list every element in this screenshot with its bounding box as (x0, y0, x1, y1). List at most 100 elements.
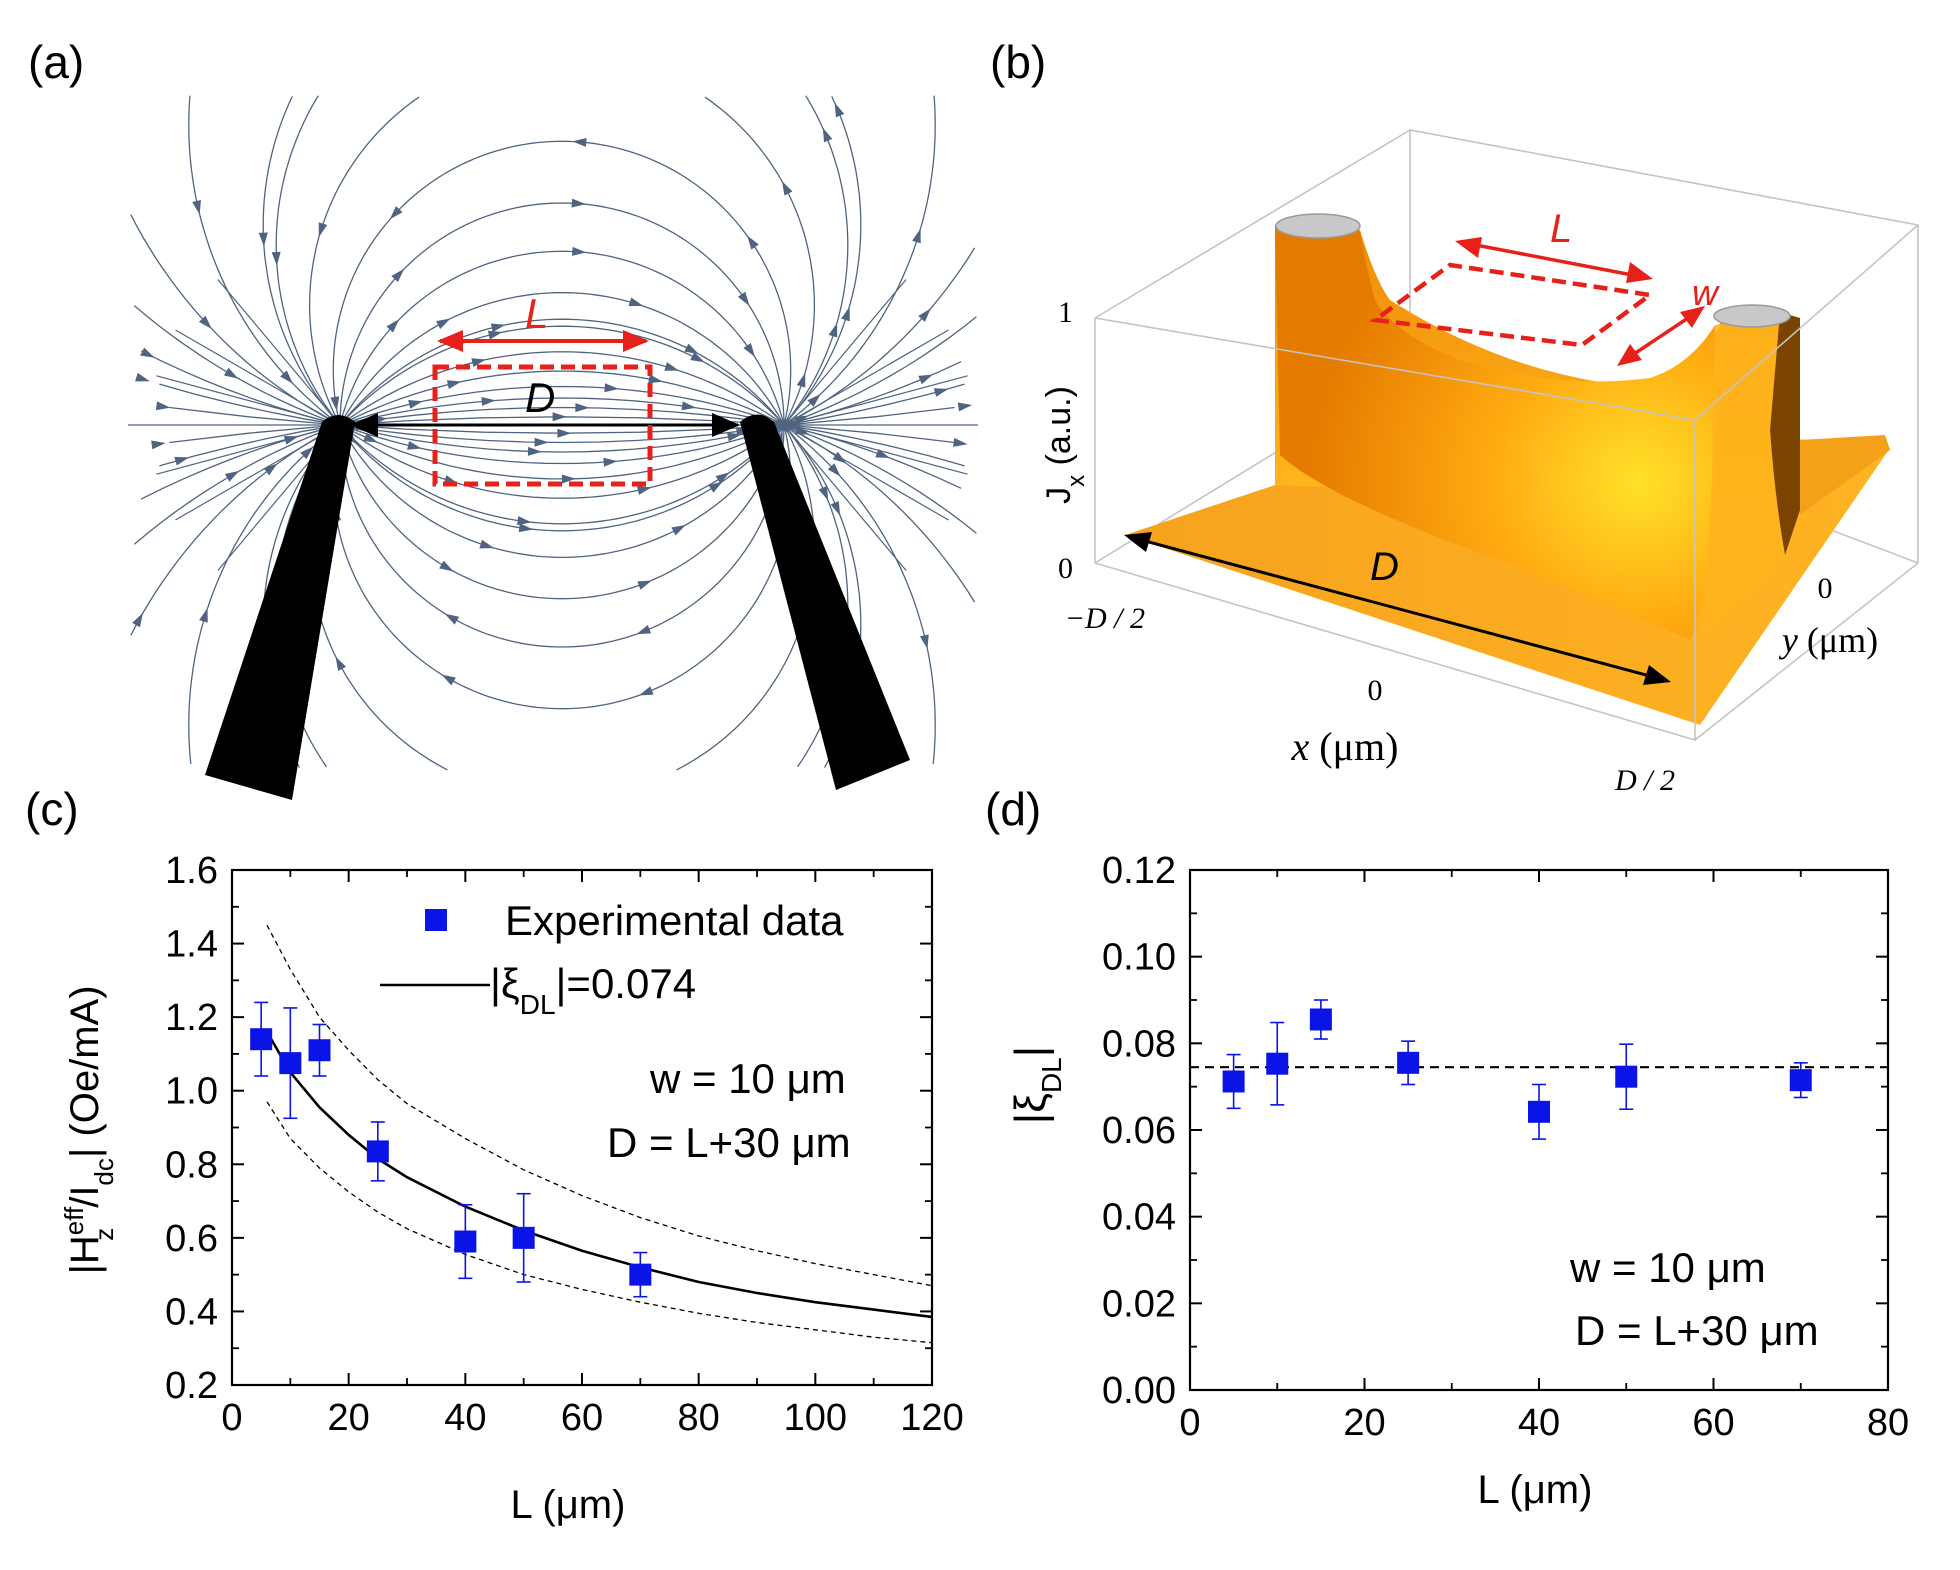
l-arrow-head-right (1626, 262, 1653, 283)
streamline-arrow-icon (715, 472, 730, 484)
streamline-arrow-icon (933, 388, 949, 397)
streamline-arrow-icon (552, 412, 567, 422)
streamline-arrow-icon (258, 232, 268, 247)
y-tick-label: 1.0 (165, 1071, 218, 1113)
streamline-arrow-icon (603, 457, 618, 467)
streamline-arrow-icon (198, 315, 212, 330)
chart-c-legend: Experimental data |ξDL|=0.074 (380, 897, 844, 1020)
upper-bound-line (266, 924, 933, 1287)
streamline-arrow-icon (155, 401, 171, 411)
streamline-arrow-icon (408, 399, 423, 409)
legend-fit-post: |=0.074 (556, 960, 697, 1007)
x-tick-label: 100 (784, 1397, 847, 1439)
data-point (279, 1052, 302, 1075)
streamline-arrow-icon (490, 323, 506, 333)
streamline-arrow-icon (444, 613, 460, 625)
streamline-arrow-icon (318, 222, 328, 238)
l-arrow-left-head (437, 330, 463, 352)
data-point (308, 1039, 331, 1062)
streamline (175, 329, 341, 426)
legend-fit-sub: DL (520, 989, 556, 1020)
y-tick-label: 0.6 (165, 1218, 218, 1260)
streamline (159, 383, 965, 444)
x-tick-label: 20 (328, 1397, 370, 1439)
streamline (130, 214, 976, 480)
data-point (366, 1140, 389, 1163)
y-tick-label: 0.02 (1102, 1283, 1176, 1325)
streamline-arrow-icon (517, 516, 532, 526)
annotation-d: D = L+30 μm (1575, 1307, 1819, 1354)
svg-text:Jx (a.u.): Jx (a.u.) (1040, 386, 1090, 504)
streamline-arrow-icon (684, 343, 699, 354)
streamline (175, 424, 341, 521)
x-tick-mid: 0 (1368, 674, 1383, 707)
y-axis-label-var: y (1779, 620, 1798, 660)
streamline-arrow-icon (140, 347, 155, 358)
x-tick-left: −D / 2 (1065, 602, 1145, 635)
streamline-arrow-icon (830, 501, 841, 516)
x-tick-label: 40 (444, 1397, 486, 1439)
data-point (1222, 1070, 1245, 1093)
x-tick-label: 60 (561, 1397, 603, 1439)
streamline (188, 351, 936, 765)
x-tick-label: 0 (221, 1397, 242, 1439)
panel-a-field-lines: (a) D L (28, 36, 978, 800)
c-y-axis-label: |Heffz/Idc| (Oe/mA) (59, 985, 119, 1274)
d-arrow (1129, 535, 1666, 682)
streamline-arrow-icon (518, 523, 534, 533)
streamline-arrow-icon (223, 367, 239, 379)
z-axis-label: Jx (a.u.) (1040, 386, 1090, 504)
d-label: D (1370, 545, 1399, 589)
z-axis-label-sub: x (1063, 475, 1090, 487)
streamline-arrow-icon (796, 372, 806, 388)
d-arrow-right-head (712, 413, 740, 437)
streamline-arrow-icon (841, 306, 850, 322)
streamline-arrow-icon (827, 463, 841, 477)
annotation-w: w = 10 μm (649, 1055, 846, 1102)
streamline-arrow-icon (727, 432, 742, 442)
streamline-arrow-icon (487, 330, 503, 340)
w-label: w (1692, 272, 1720, 313)
lw-region-box (1369, 262, 1656, 348)
streamline (783, 424, 907, 571)
streamline-arrow-icon (575, 403, 590, 413)
streamline-arrow-icon (527, 446, 542, 456)
data-point (1615, 1065, 1638, 1088)
surface-front-face (1275, 224, 1718, 641)
streamline-arrow-icon (747, 235, 759, 250)
streamline-arrow-icon (439, 560, 454, 572)
x-tick-label: 20 (1343, 1402, 1385, 1444)
streamline (783, 375, 968, 426)
l-arrow-head-left (1455, 237, 1482, 258)
y-tick-mid: 0 (1818, 572, 1833, 605)
streamline-arrow-icon (151, 440, 166, 450)
y-tick-label: 1.6 (165, 850, 218, 892)
z-axis-label-symbol: J (1040, 487, 1078, 504)
d-arrow-head-left (1124, 532, 1152, 552)
streamline-arrow-icon (822, 127, 833, 143)
streamline-arrow-icon (300, 446, 314, 460)
panel-c-label: (c) (25, 783, 79, 835)
streamline-arrow-icon (953, 437, 968, 447)
streamline-arrow-icon (572, 137, 587, 147)
streamline-arrow-icon (671, 524, 686, 536)
chart-d-plot-area: 0 20 40 60 80 0.00 0.02 0.04 0.06 0.08 0.10 0.12 (1102, 850, 1909, 1444)
streamline-arrow-icon (918, 374, 933, 385)
streamline-arrow-icon (280, 370, 293, 384)
streamline (783, 424, 949, 521)
legend-fit-pre: |ξ (490, 960, 520, 1007)
l-arrow (1459, 240, 1649, 280)
streamline-arrow-icon (283, 436, 299, 445)
streamline-arrow-icon (174, 456, 190, 466)
right-peak-cap (1713, 304, 1791, 328)
streamline-arrow-icon (690, 351, 705, 363)
streamline (332, 140, 792, 600)
chart-c-plot-area: 0 20 40 60 80 100 120 0.2 0.4 0.6 0.8 1.0 1.2 1.4 1.6 (165, 850, 964, 1439)
streamline-arrow-icon (828, 322, 838, 338)
streamline-arrow-icon (636, 624, 652, 635)
streamline-arrow-icon (135, 372, 150, 382)
c-ylabel-sub: z (89, 1228, 119, 1241)
x-tick-label: 40 (1518, 1402, 1560, 1444)
plot-box-front (1094, 224, 1919, 741)
x-tick-label: 80 (1867, 1402, 1909, 1444)
